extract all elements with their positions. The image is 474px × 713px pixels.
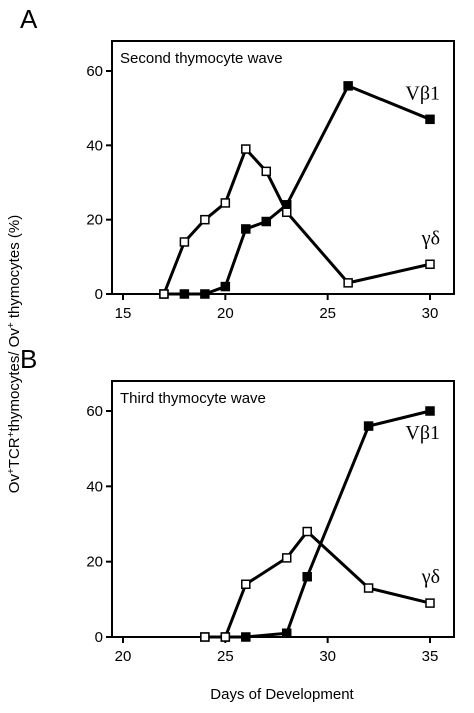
data-point [241, 579, 251, 590]
data-point [261, 166, 272, 177]
data-point [179, 289, 190, 299]
series-line [204, 530, 431, 639]
y-tick-label: 40 [86, 137, 103, 154]
y-axis-title-sup: + [6, 468, 17, 474]
data-point [302, 526, 312, 537]
data-point [220, 198, 231, 208]
data-point [220, 281, 231, 292]
data-point [425, 259, 435, 270]
x-tick-label: 15 [115, 305, 132, 322]
series-label: Vβ1 [405, 82, 440, 104]
data-point [241, 224, 251, 234]
y-tick-label: 60 [86, 63, 103, 80]
data-point [200, 214, 210, 225]
plot-frame [111, 40, 455, 295]
x-tick-label: 35 [422, 648, 439, 665]
y-axis-title-sup: + [6, 431, 17, 437]
data-point [281, 553, 292, 563]
y-axis-title-part: Ov [6, 474, 23, 494]
panel-title: Third thymocyte wave [120, 390, 266, 407]
y-axis-title-part: TCR [6, 437, 23, 468]
x-tick-label: 30 [422, 305, 439, 322]
series-label: Vβ1 [405, 422, 440, 444]
x-tick-label: 30 [319, 648, 336, 665]
series-label: γδ [421, 566, 440, 588]
x-tick-label: 20 [115, 648, 132, 665]
x-tick-label: 20 [217, 305, 234, 322]
panel-title: Second thymocyte wave [120, 50, 283, 67]
x-tick-label: 25 [217, 648, 234, 665]
data-point [200, 632, 210, 642]
data-point [343, 278, 353, 288]
panel-label: B [20, 344, 37, 374]
data-point [241, 632, 251, 642]
data-point [281, 628, 292, 638]
y-axis-title-part: thymocytes (%) [6, 215, 23, 323]
data-point [200, 289, 210, 299]
series-line [163, 84, 431, 296]
panel-a: A Second thymocyte wave 15 20 25 30 0 20 40 60 Vβ1… [20, 4, 455, 322]
y-tick-label: 0 [95, 629, 103, 646]
y-tick-label: 20 [86, 554, 103, 571]
data-point [363, 583, 374, 593]
x-axis-title: Days of Development [210, 686, 354, 703]
data-point [179, 237, 190, 247]
series-label: γδ [421, 227, 440, 249]
y-axis-title: Ov+TCR+thymocytes/ Ov+ thymocytes (%) [6, 215, 24, 493]
data-point [220, 632, 231, 642]
y-tick-label: 0 [95, 286, 103, 303]
y-axis-title-sup: + [6, 322, 17, 328]
y-tick-label: 20 [86, 212, 103, 229]
x-tick-label: 25 [319, 305, 336, 322]
data-point [281, 207, 292, 217]
y-tick-label: 60 [86, 403, 103, 420]
panel-b: B Third thymocyte wave 20 25 30 35 0 20 40 60 Vβ1 γ… [20, 344, 455, 665]
data-point [343, 81, 353, 91]
data-point [425, 114, 435, 125]
data-point [425, 406, 435, 416]
data-point [241, 144, 251, 154]
data-point [261, 216, 272, 227]
data-point [425, 598, 435, 608]
y-tick-label: 40 [86, 478, 103, 495]
plot-frame [111, 380, 455, 638]
y-axis-title-part: thymocytes/ Ov [6, 328, 23, 432]
data-point [159, 289, 169, 299]
data-point [302, 571, 312, 582]
data-point [363, 421, 374, 431]
panel-label: A [20, 4, 38, 34]
